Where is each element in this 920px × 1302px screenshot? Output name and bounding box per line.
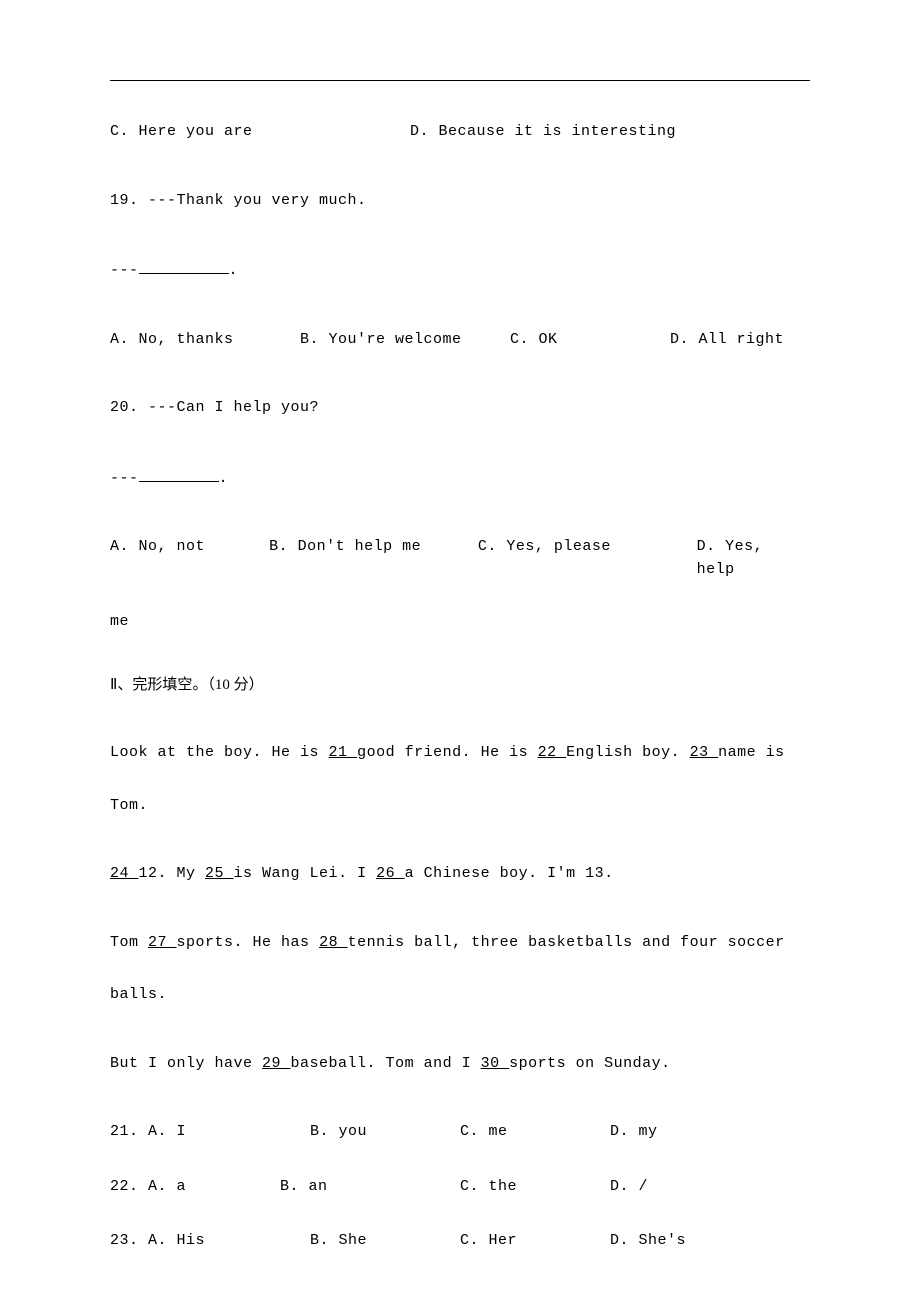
- exam-page: C. Here you are D. Because it is interes…: [0, 0, 920, 1302]
- q19-opt-c: C. OK: [510, 329, 670, 352]
- q19-opt-a: A. No, thanks: [110, 329, 300, 352]
- q20-opt-b: B. Don't help me: [269, 536, 478, 581]
- q19-blank-prefix: ---: [110, 262, 139, 279]
- cloze-b27: 27: [148, 934, 177, 951]
- cloze-l3c: is Wang Lei. I: [234, 865, 377, 882]
- cloze-line1: Look at the boy. He is 21 good friend. H…: [110, 742, 810, 765]
- cloze-l1d: name is: [718, 744, 785, 761]
- cloze-row21: 21. A. I B. you C. me D. my: [110, 1121, 810, 1144]
- cloze-line4: Tom 27 sports. He has 28 tennis ball, th…: [110, 932, 810, 955]
- q18-options-cd: C. Here you are D. Because it is interes…: [110, 121, 810, 144]
- cloze-b24: 24: [110, 865, 139, 882]
- q20-opt-c: C. Yes, please: [478, 536, 697, 581]
- cloze-b28: 28: [319, 934, 348, 951]
- q18-opt-c: C. Here you are: [110, 121, 410, 144]
- cloze-b23: 23: [690, 744, 719, 761]
- r22-d: D. /: [610, 1176, 648, 1199]
- cloze-l1a: Look at the boy. He is: [110, 744, 329, 761]
- r23-d: D. She's: [610, 1230, 686, 1253]
- cloze-l6c: sports on Sunday.: [509, 1055, 671, 1072]
- q20-blank-prefix: ---: [110, 470, 139, 487]
- q19-options: A. No, thanks B. You're welcome C. OK D.…: [110, 329, 810, 352]
- q19-opt-d: D. All right: [670, 329, 784, 352]
- top-rule: [110, 80, 810, 81]
- cloze-l6b: baseball. Tom and I: [291, 1055, 481, 1072]
- cloze-l4a: Tom: [110, 934, 148, 951]
- r22-b: B. an: [280, 1176, 460, 1199]
- cloze-row22: 22. A. a B. an C. the D. /: [110, 1176, 810, 1199]
- cloze-l1b: good friend. He is: [357, 744, 538, 761]
- r22-a: 22. A. a: [110, 1176, 280, 1199]
- q20-opt-a: A. No, not: [110, 536, 269, 581]
- cloze-b21: 21: [329, 744, 358, 761]
- r21-b: B. you: [310, 1121, 460, 1144]
- cloze-b22: 22: [538, 744, 567, 761]
- q20-blank: [139, 466, 219, 482]
- cloze-l4c: tennis ball, three basketballs and four …: [348, 934, 785, 951]
- r23-b: B. She: [310, 1230, 460, 1253]
- r21-c: C. me: [460, 1121, 610, 1144]
- cloze-line5: balls.: [110, 984, 810, 1007]
- q20-stem: 20. ---Can I help you?: [110, 397, 810, 420]
- q19-opt-b: B. You're welcome: [300, 329, 510, 352]
- cloze-b26: 26: [376, 865, 405, 882]
- cloze-line3: 24 12. My 25 is Wang Lei. I 26 a Chinese…: [110, 863, 810, 886]
- q19-blank-line: ---.: [110, 258, 810, 283]
- q19-blank: [139, 258, 229, 274]
- q20-tail: me: [110, 611, 810, 634]
- r21-a: 21. A. I: [110, 1121, 310, 1144]
- r23-a: 23. A. His: [110, 1230, 310, 1253]
- cloze-row23: 23. A. His B. She C. Her D. She's: [110, 1230, 810, 1253]
- r23-c: C. Her: [460, 1230, 610, 1253]
- cloze-l6a: But I only have: [110, 1055, 262, 1072]
- cloze-l4b: sports. He has: [177, 934, 320, 951]
- cloze-b30: 30: [481, 1055, 510, 1072]
- cloze-b25: 25: [205, 865, 234, 882]
- q20-blank-line: ---.: [110, 466, 810, 491]
- q20-options: A. No, not B. Don't help me C. Yes, plea…: [110, 536, 810, 581]
- q19-stem: 19. ---Thank you very much.: [110, 190, 810, 213]
- cloze-line2: Tom.: [110, 795, 810, 818]
- cloze-line6: But I only have 29 baseball. Tom and I 3…: [110, 1053, 810, 1076]
- cloze-b29: 29: [262, 1055, 291, 1072]
- section2-heading: Ⅱ、完形填空。（10 分）: [110, 674, 810, 697]
- cloze-l3d: a Chinese boy. I'm 13.: [405, 865, 614, 882]
- q20-opt-d: D. Yes, help: [697, 536, 810, 581]
- q18-opt-d: D. Because it is interesting: [410, 121, 676, 144]
- cloze-l1c: English boy.: [566, 744, 690, 761]
- cloze-l3b: 12. My: [139, 865, 206, 882]
- r22-c: C. the: [460, 1176, 610, 1199]
- r21-d: D. my: [610, 1121, 658, 1144]
